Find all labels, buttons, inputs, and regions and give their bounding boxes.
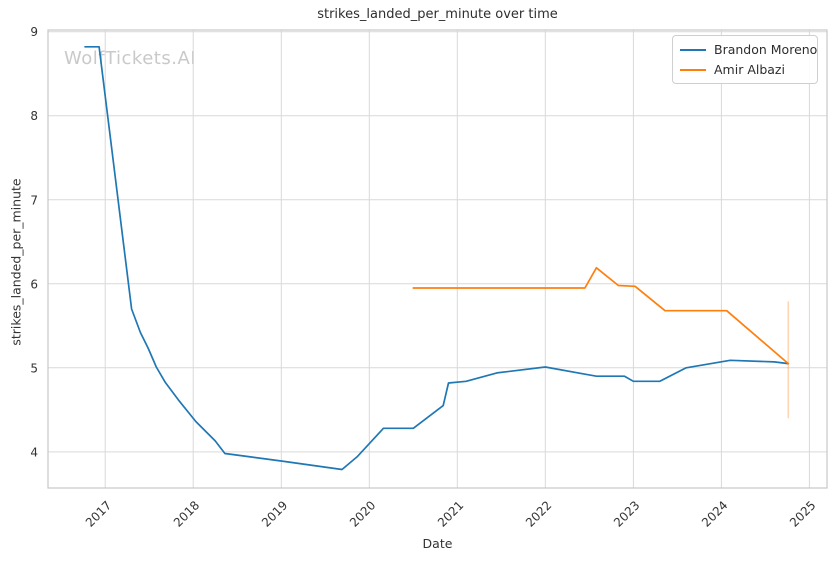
svg-text:2018: 2018 (171, 498, 202, 529)
svg-text:8: 8 (30, 109, 38, 123)
legend-line-swatch-orange (680, 68, 706, 71)
legend-item-amir-albazi: Amir Albazi (680, 62, 808, 77)
x-axis-label: Date (422, 536, 453, 551)
svg-text:4: 4 (30, 445, 38, 459)
svg-text:2021: 2021 (435, 498, 466, 529)
svg-text:5: 5 (30, 361, 38, 375)
svg-text:2022: 2022 (523, 498, 554, 529)
svg-text:2025: 2025 (787, 498, 818, 529)
svg-text:2017: 2017 (83, 498, 114, 529)
chart-title: strikes_landed_per_minute over time (317, 7, 558, 22)
svg-text:2024: 2024 (699, 498, 730, 529)
svg-text:2020: 2020 (347, 498, 378, 529)
legend-label: Brandon Moreno (714, 42, 818, 57)
svg-text:9: 9 (30, 25, 38, 39)
svg-text:2019: 2019 (259, 498, 290, 529)
legend-label: Amir Albazi (714, 62, 785, 77)
svg-text:2023: 2023 (611, 498, 642, 529)
legend-line-swatch-blue (680, 48, 706, 51)
legend: Brandon Moreno Amir Albazi (672, 35, 818, 84)
legend-item-brandon-moreno: Brandon Moreno (680, 42, 817, 57)
svg-text:6: 6 (30, 277, 38, 291)
y-axis-label: strikes_landed_per_minute (8, 178, 24, 346)
watermark: WolfTickets.AI (64, 48, 197, 69)
svg-text:7: 7 (30, 193, 38, 207)
